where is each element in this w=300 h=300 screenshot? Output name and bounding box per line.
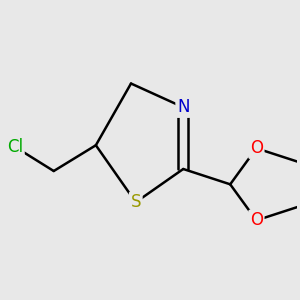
Text: Cl: Cl [7, 138, 23, 156]
Text: S: S [130, 193, 141, 211]
Text: O: O [250, 139, 263, 157]
Text: O: O [250, 212, 263, 230]
Text: N: N [177, 98, 190, 116]
